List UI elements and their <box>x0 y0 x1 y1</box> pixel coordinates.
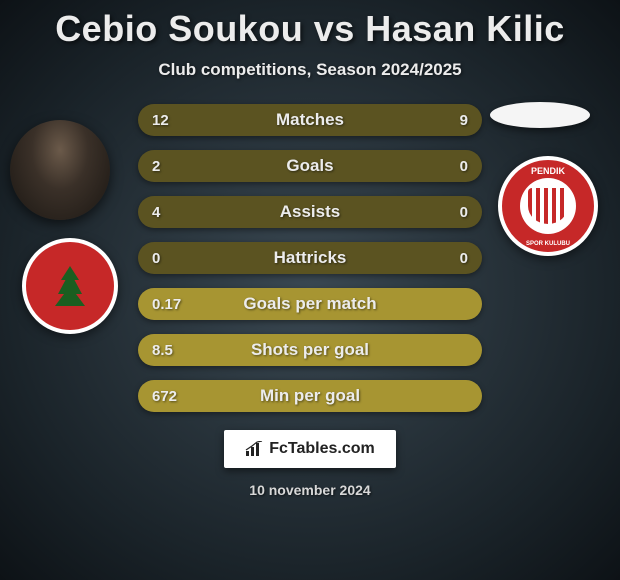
stat-row: 4Assists0 <box>138 196 482 228</box>
brand-text: FcTables.com <box>269 440 375 458</box>
stat-label: Goals per match <box>196 294 424 314</box>
pendik-inner-icon <box>520 178 576 234</box>
stat-left-value: 0 <box>152 250 196 267</box>
stat-label: Min per goal <box>196 386 424 406</box>
stat-left-value: 2 <box>152 158 196 175</box>
pendik-badge-icon: PENDIK SPOR KULUBU <box>498 156 598 256</box>
stat-left-value: 12 <box>152 112 196 129</box>
club-right-label-bottom: SPOR KULUBU <box>526 241 570 247</box>
stat-right-value: 0 <box>424 158 468 175</box>
stat-row: 8.5Shots per goal <box>138 334 482 366</box>
stat-right-value: 9 <box>424 112 468 129</box>
page-title: Cebio Soukou vs Hasan Kilic <box>0 0 620 50</box>
stat-label: Assists <box>196 202 424 222</box>
date-label: 10 november 2024 <box>0 482 620 498</box>
brand-badge: FcTables.com <box>224 430 396 468</box>
stat-row: 12Matches9 <box>138 104 482 136</box>
player-right-avatar <box>490 102 590 128</box>
stripes-icon <box>528 188 568 224</box>
stat-left-value: 4 <box>152 204 196 221</box>
umraniye-badge-icon <box>22 238 118 334</box>
stat-label: Matches <box>196 110 424 130</box>
club-right-badge: PENDIK SPOR KULUBU <box>498 156 598 256</box>
chart-icon <box>245 441 263 457</box>
comparison-card: Cebio Soukou vs Hasan Kilic Club competi… <box>0 0 620 580</box>
tree-icon <box>55 266 85 306</box>
club-left-badge <box>22 238 118 334</box>
stat-right-value: 0 <box>424 204 468 221</box>
content-area: PENDIK SPOR KULUBU 12Matches92Goals04Ass… <box>0 104 620 412</box>
stats-list: 12Matches92Goals04Assists00Hattricks00.1… <box>138 104 482 412</box>
stat-row: 0Hattricks0 <box>138 242 482 274</box>
stat-label: Hattricks <box>196 248 424 268</box>
stat-label: Shots per goal <box>196 340 424 360</box>
player-left-avatar <box>10 120 110 220</box>
stat-row: 672Min per goal <box>138 380 482 412</box>
club-right-label-top: PENDIK <box>531 166 565 176</box>
stat-label: Goals <box>196 156 424 176</box>
stat-row: 0.17Goals per match <box>138 288 482 320</box>
stat-right-value: 0 <box>424 250 468 267</box>
stat-left-value: 672 <box>152 388 196 405</box>
stat-left-value: 0.17 <box>152 296 196 313</box>
stat-row: 2Goals0 <box>138 150 482 182</box>
stat-left-value: 8.5 <box>152 342 196 359</box>
subtitle: Club competitions, Season 2024/2025 <box>0 60 620 80</box>
